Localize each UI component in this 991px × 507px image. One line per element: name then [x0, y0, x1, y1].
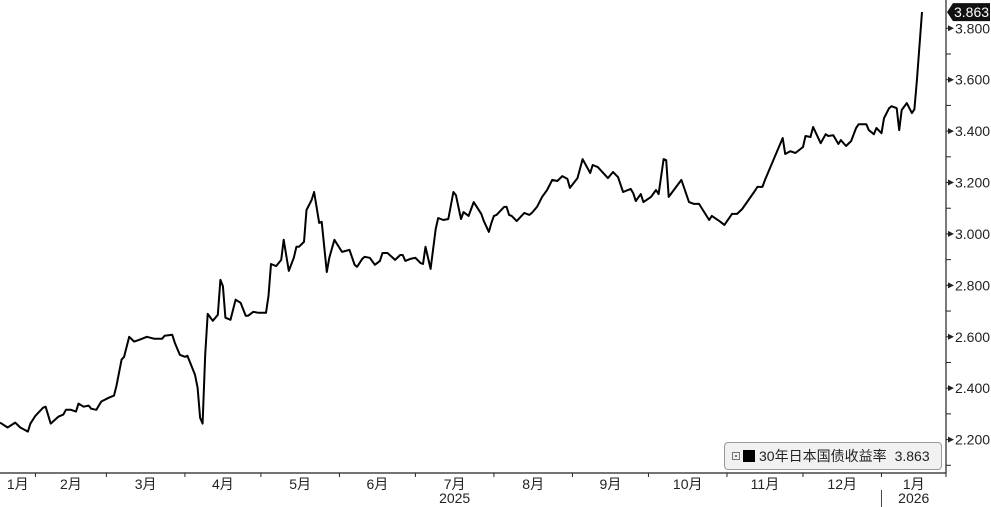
x-tick-label: 4月: [212, 476, 234, 492]
x-year-label: 2026: [898, 490, 929, 506]
x-tick-label: 12月: [827, 476, 857, 492]
last-value-box: [947, 3, 990, 22]
y-tick-label: 3.600: [955, 72, 990, 88]
last-value-label: 3.863: [954, 4, 989, 20]
y-tick-arrow: [948, 333, 954, 340]
x-tick-label: 1月: [7, 476, 29, 492]
y-tick-label: 3.400: [955, 123, 990, 139]
y-tick-label: 2.800: [955, 277, 990, 293]
x-axis: 1月 2月 3月 4月 5月 6月 7月 8月 9月 10月 11月 12月 1月 2025 2026: [0, 472, 947, 507]
x-tick-label: 7月: [444, 476, 466, 492]
last-value-marker: 3.863: [947, 3, 990, 22]
x-tick-label: 10月: [673, 476, 703, 492]
y-tick-arrow: [948, 230, 954, 237]
x-tick-label: 11月: [751, 476, 780, 492]
legend-swatch: [743, 450, 755, 462]
y-tick-label: 3.800: [955, 20, 990, 36]
y-tick-label: 2.600: [955, 329, 990, 345]
y-tick-label: 2.400: [955, 380, 990, 396]
legend-toggle-icon[interactable]: [732, 452, 740, 460]
x-year-label: 2025: [439, 490, 470, 506]
y-tick-arrow: [948, 436, 954, 443]
y-tick-arrow: [948, 25, 954, 32]
y-tick-arrow: [948, 179, 954, 186]
y-tick-arrow: [948, 76, 954, 83]
legend-series-value: 3.863: [894, 448, 930, 464]
x-tick-label: 5月: [289, 476, 311, 492]
series-line: [0, 12, 923, 433]
y-tick-label: 3.200: [955, 175, 990, 191]
x-tick-label: 2月: [60, 476, 82, 492]
y-tick-arrow: [948, 385, 954, 392]
x-tick-label: 9月: [600, 476, 622, 492]
y-tick-arrow: [948, 282, 954, 289]
y-tick-label: 2.200: [955, 432, 990, 448]
y-axis: 2.200 2.400 2.600 2.800 3.000 3.200 3.400 3.600…: [945, 0, 990, 473]
y-tick-label: 3.000: [955, 226, 990, 242]
series-layer: [0, 12, 923, 433]
x-tick-label: 3月: [135, 476, 157, 492]
y-tick-arrow: [948, 128, 954, 135]
x-tick-label: 8月: [522, 476, 544, 492]
legend: 30年日本国债收益率 3.863: [724, 442, 942, 470]
x-tick-label: 6月: [367, 476, 389, 492]
legend-series-label: 30年日本国债收益率: [759, 448, 887, 464]
x-tick-label: 1月: [903, 476, 925, 492]
